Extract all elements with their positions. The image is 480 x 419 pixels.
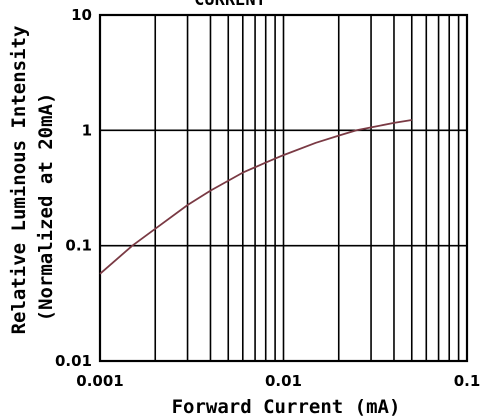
grid [100, 15, 467, 361]
x-tick-label: 0.001 [76, 372, 123, 390]
y-tick-label: 0.1 [65, 237, 92, 255]
series-layer [99, 119, 412, 275]
x-tick-label: 0.01 [265, 372, 302, 390]
tick-labels: 0.001 0.01 0.1 10 1 0.1 0.01 [55, 6, 480, 390]
y-tick-label: 1 [82, 121, 92, 139]
y-tick-label: 0.01 [55, 352, 92, 370]
chart-title: CURRENT [194, 0, 266, 10]
y-tick-label: 10 [71, 6, 92, 24]
x-axis-label: Forward Current (mA) [172, 396, 401, 418]
plot-border [98, 13, 469, 363]
series-line-1 [99, 119, 412, 275]
x-tick-label: 0.1 [454, 372, 480, 390]
y-axis-label-line-1: Relative Luminous Intensity [8, 26, 30, 335]
plot-frame [98, 13, 469, 363]
y-axis-label-line-2: (Normalized at 20mA) [35, 93, 57, 322]
